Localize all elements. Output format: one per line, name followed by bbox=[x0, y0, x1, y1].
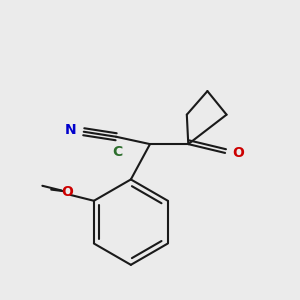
Text: O: O bbox=[61, 185, 73, 199]
Text: C: C bbox=[112, 145, 123, 159]
Text: N: N bbox=[65, 123, 76, 137]
Text: O: O bbox=[232, 146, 244, 160]
Text: methoxy: methoxy bbox=[42, 185, 49, 187]
